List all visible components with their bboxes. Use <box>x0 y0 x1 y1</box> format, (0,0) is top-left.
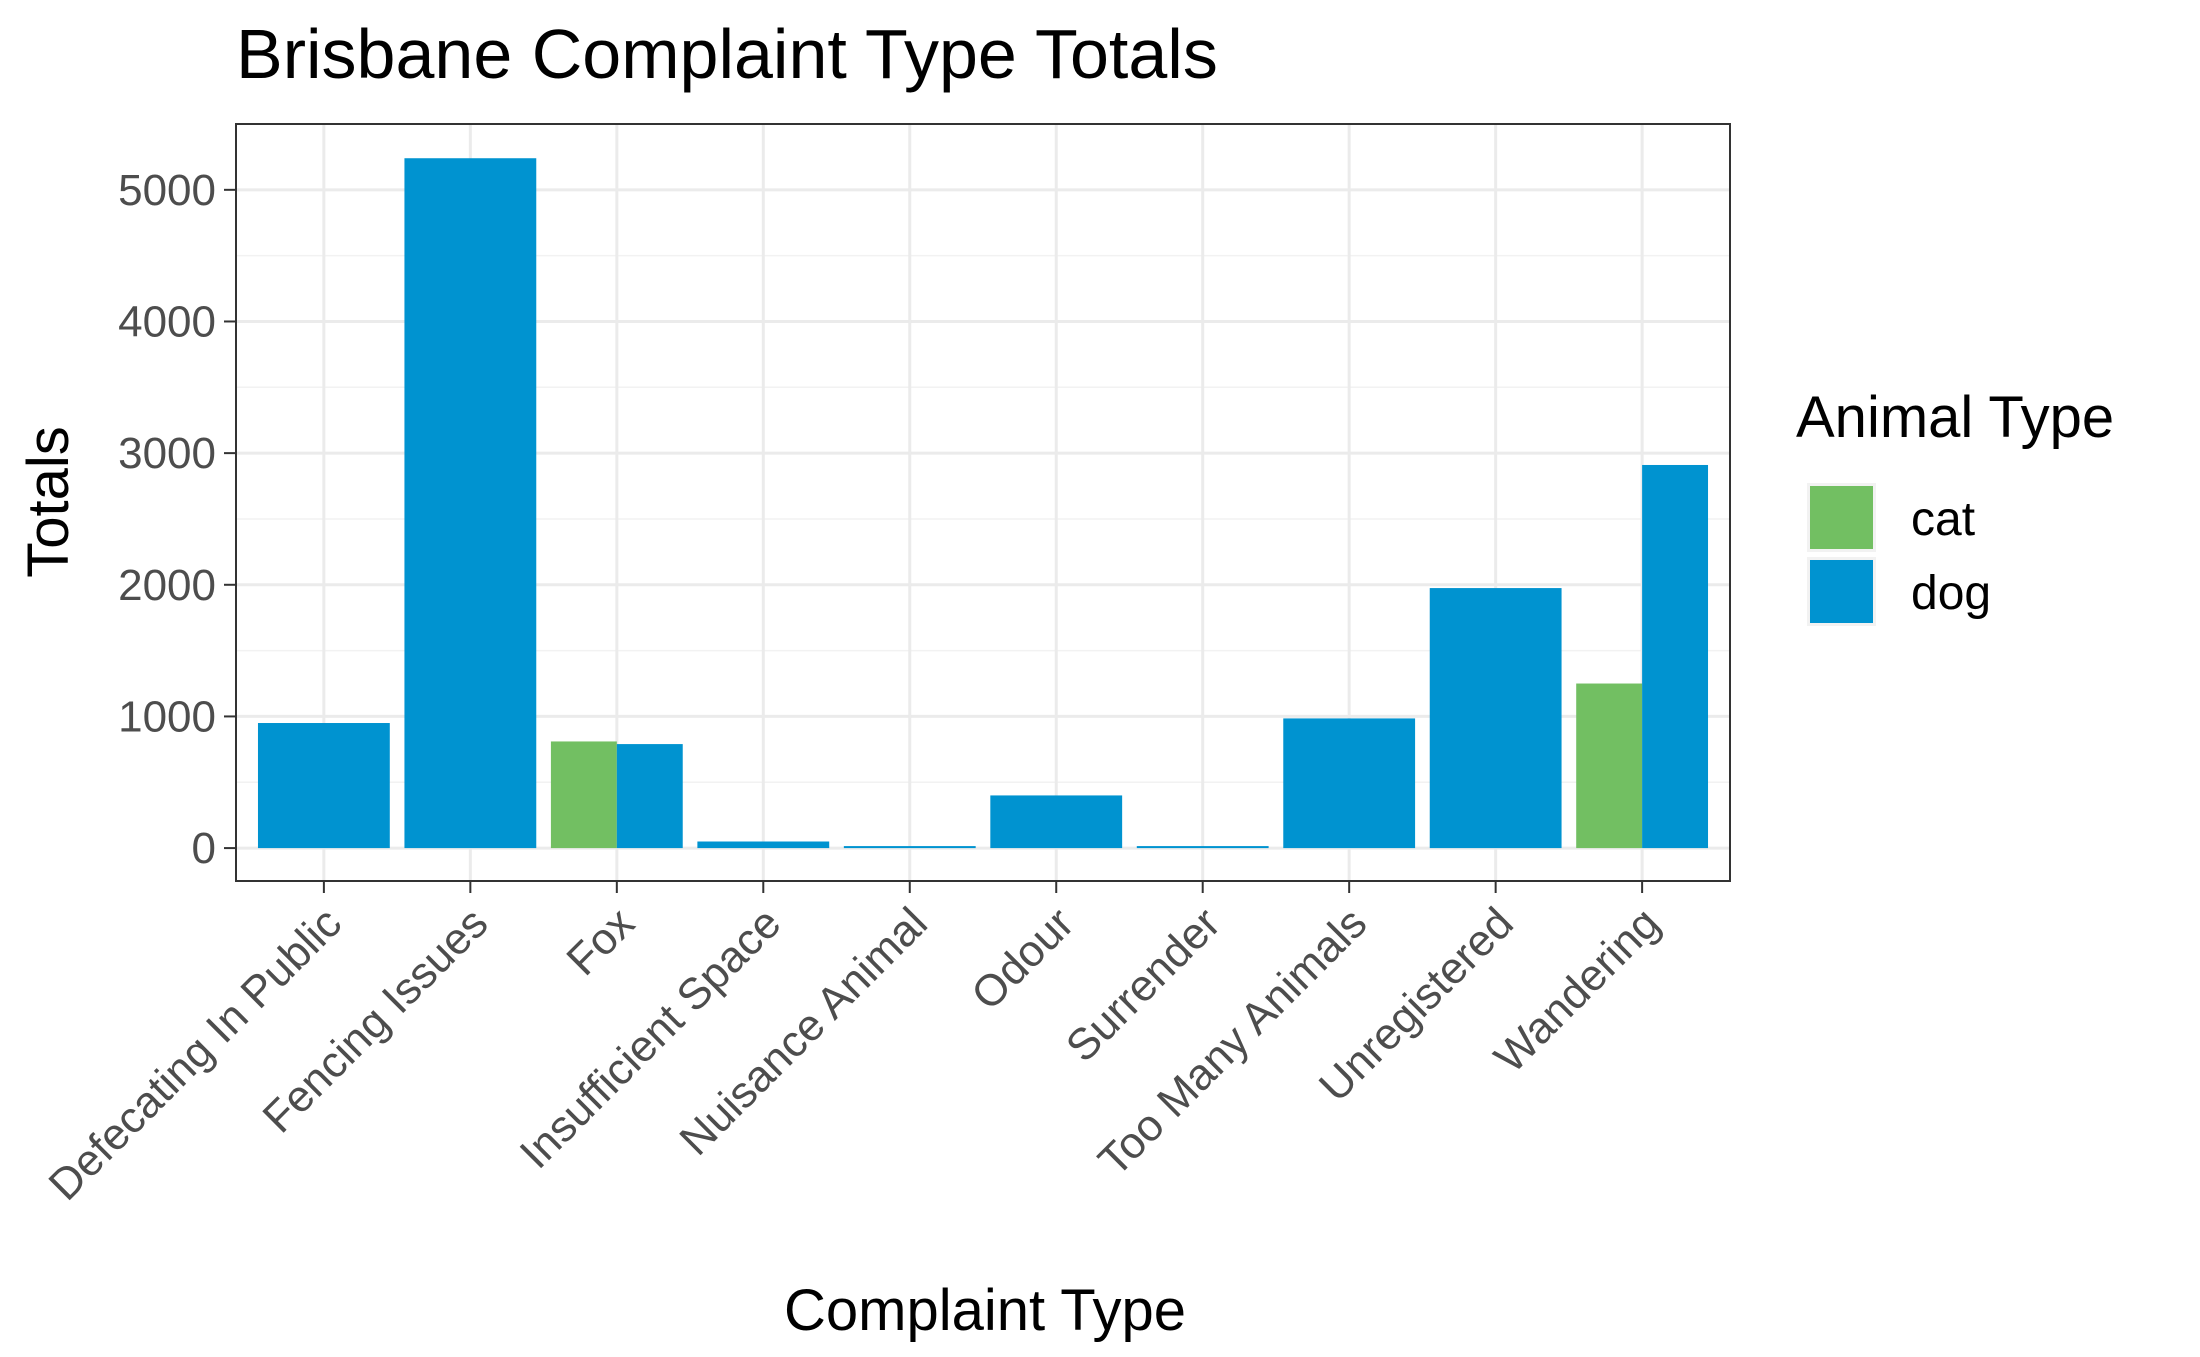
legend-label-cat: cat <box>1911 493 1975 546</box>
legend-swatch-cat <box>1810 486 1873 549</box>
bar-dog <box>1283 718 1415 848</box>
bar-dog <box>617 744 683 848</box>
y-axis-title: Totals <box>16 426 81 578</box>
bar-cat <box>1576 684 1642 849</box>
x-axis-title: Complaint Type <box>784 1278 1186 1343</box>
bar-dog <box>1137 846 1269 848</box>
bar-dog <box>1642 465 1708 848</box>
y-tick-label: 5000 <box>118 166 216 215</box>
bar-dog <box>258 723 390 848</box>
bar-dog <box>990 795 1122 848</box>
bar-cat <box>551 741 617 848</box>
y-tick-label: 2000 <box>118 561 216 610</box>
bar-dog <box>404 158 536 848</box>
y-tick-label: 4000 <box>118 297 216 346</box>
bar-dog <box>1430 588 1562 848</box>
y-tick-label: 3000 <box>118 429 216 478</box>
y-tick-label: 0 <box>192 824 216 873</box>
legend-label-dog: dog <box>1911 567 1991 620</box>
chart-title: Brisbane Complaint Type Totals <box>236 15 1218 93</box>
bar-dog <box>844 846 976 848</box>
legend-swatch-dog <box>1810 560 1873 623</box>
y-tick-label: 1000 <box>118 692 216 741</box>
legend-title: Animal Type <box>1796 385 2114 450</box>
plot-panel <box>236 124 1730 881</box>
bar-dog <box>697 842 829 849</box>
